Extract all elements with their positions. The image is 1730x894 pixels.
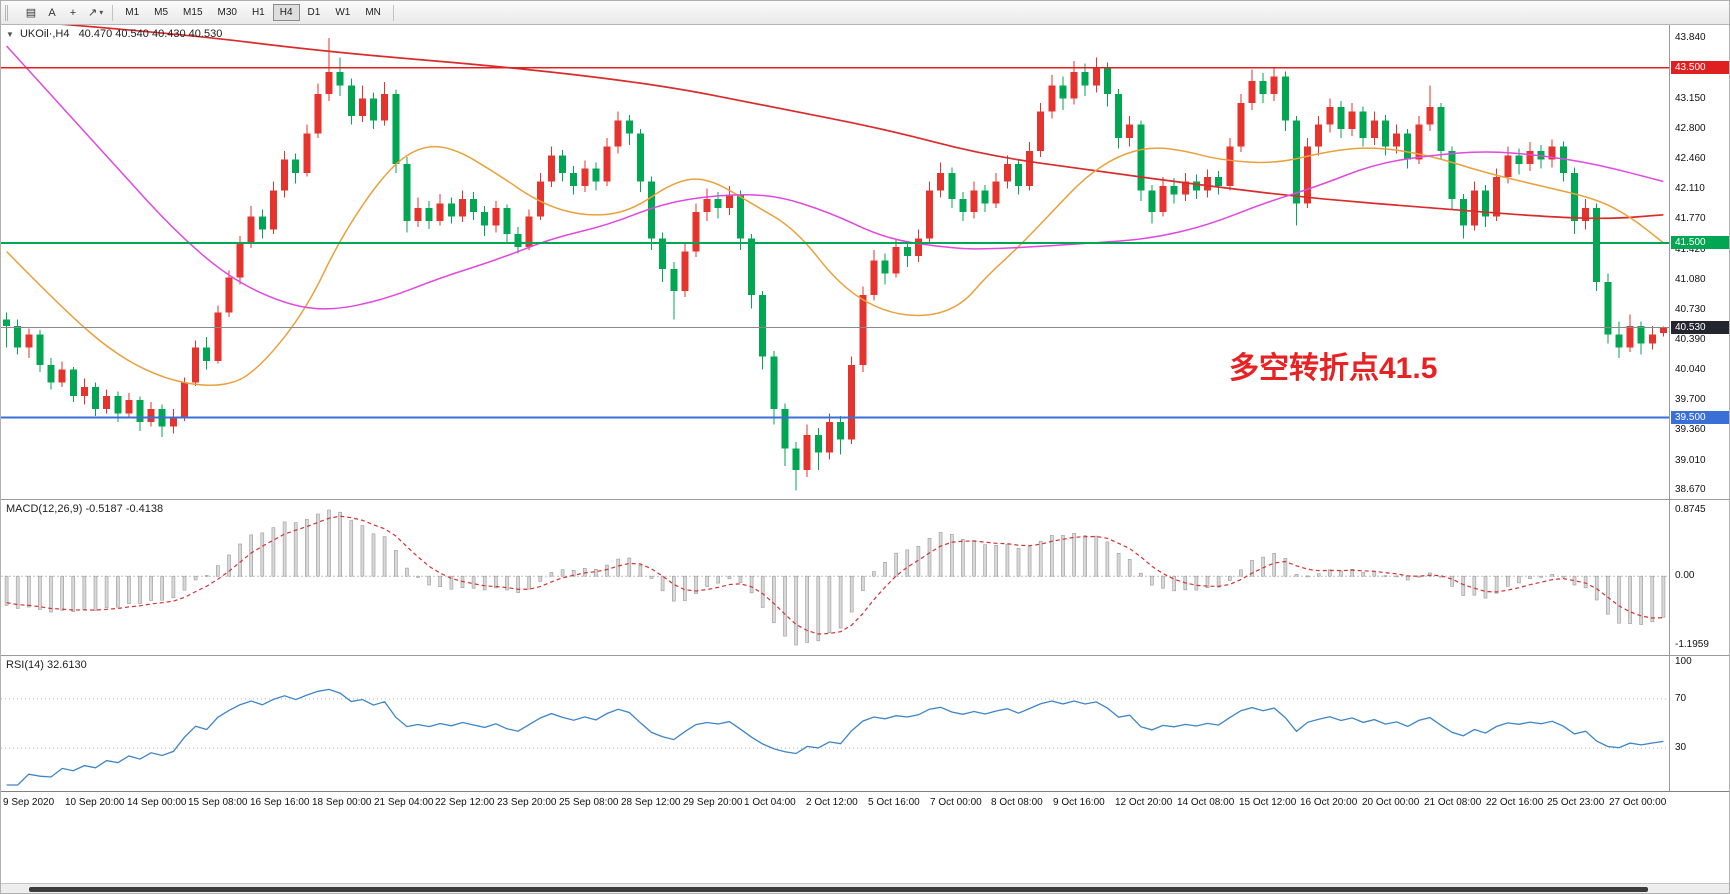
symbol-period-label: UKOil·,H4 [19,28,70,40]
axis-label: 42.110 [1675,183,1705,195]
time-axis-label: 9 Sep 2020 [3,797,55,808]
tf-button-m30[interactable]: M30 [211,4,244,21]
price-badge: 43.500 [1671,60,1729,74]
axis-label: 43.150 [1675,92,1706,104]
time-axis-label: 14 Sep 00:00 [127,797,187,808]
chart-title: ▼ UKOil·,H4 40.470 40.540 40.430 40.530 [6,28,222,40]
axis-label: 41.420 [1675,243,1706,255]
axis-label: 39.700 [1675,394,1706,406]
rsi-canvas[interactable] [1,656,1669,791]
time-axis-label: 16 Sep 16:00 [250,797,310,808]
axis-label: -1.1959 [1675,639,1709,650]
dropdown-caret-icon: ▾ [99,8,104,17]
horizontal-scrollbar[interactable] [1,883,1729,893]
macd-axis[interactable]: 0.8745 0.00 -1.1959 [1669,500,1729,655]
tf-button-d1[interactable]: D1 [301,4,328,21]
time-axis-label: 21 Oct 08:00 [1424,797,1482,808]
time-axis-label: 29 Sep 20:00 [683,797,743,808]
text-annotation[interactable]: 多空转折点41.5 [1229,352,1438,385]
macd-canvas[interactable] [1,500,1669,655]
axis-label: 40.040 [1675,364,1706,376]
axis-label: 0.00 [1675,570,1695,582]
time-axis-label: 10 Sep 20:00 [65,797,125,808]
text-tool-icon[interactable]: A [42,4,62,22]
axis-label: 43.840 [1675,32,1706,44]
macd-label: MACD(12,26,9) -0.5187 -0.4138 [6,503,164,515]
time-axis-label: 25 Sep 08:00 [559,797,619,808]
rsi-axis[interactable]: 100 70 30 [1669,656,1729,791]
axis-label: 42.460 [1675,152,1706,164]
time-axis-label: 1 Oct 04:00 [744,797,796,808]
tf-button-m1[interactable]: M1 [118,4,146,21]
axis-label: 40.730 [1675,304,1706,316]
time-axis-label: 7 Oct 00:00 [930,797,982,808]
axis-label: 100 [1675,656,1692,667]
time-axis-label: 18 Sep 00:00 [312,797,372,808]
axis-label: 0.8745 [1675,504,1706,515]
main-chart-pane: ▼ UKOil·,H4 40.470 40.540 40.430 40.530 … [1,25,1729,499]
toolbar-tools: ▤ A + ↗ ▾ [21,4,107,22]
axis-label: 70 [1675,692,1687,704]
rsi-label: RSI(14) 32.6130 [6,659,87,671]
crosshair-icon[interactable]: + [63,4,83,22]
rsi-pane: RSI(14) 32.6130 100 70 30 [1,655,1729,791]
axis-label: 30 [1675,742,1687,754]
tf-button-w1[interactable]: W1 [328,4,357,21]
axis-label: 39.360 [1675,423,1706,435]
time-axis-label: 22 Sep 12:00 [435,797,495,808]
time-axis-label: 5 Oct 16:00 [868,797,920,808]
tf-button-m15[interactable]: M15 [176,4,209,21]
axis-label: 42.800 [1675,123,1706,135]
tf-button-mn[interactable]: MN [358,4,388,21]
time-axis-label: 12 Oct 20:00 [1115,797,1173,808]
time-axis-label: 14 Oct 08:00 [1177,797,1235,808]
toolbar-grip[interactable] [5,4,16,21]
axis-label: 41.080 [1675,273,1706,285]
time-axis-label: 8 Oct 08:00 [991,797,1043,808]
time-axis-label: 20 Oct 00:00 [1362,797,1420,808]
tf-button-h1[interactable]: H1 [245,4,272,21]
toolbar: ▤ A + ↗ ▾ M1 M5 M15 M30 H1 H4 D1 W1 MN [1,1,1729,25]
time-axis-label: 15 Oct 12:00 [1239,797,1297,808]
drawing-tool-icon[interactable]: ↗ ▾ [84,4,107,22]
toolbar-separator [112,4,114,21]
timeframe-buttons: M1 M5 M15 M30 H1 H4 D1 W1 MN [118,4,388,21]
ohlc-values: 40.470 40.540 40.430 40.530 [78,28,223,40]
axis-label: 39.010 [1675,454,1706,466]
price-badge: 41.500 [1671,235,1729,249]
time-axis-label: 9 Oct 16:00 [1053,797,1105,808]
axis-label: 41.770 [1675,213,1706,225]
scrollbar-thumb[interactable] [28,887,1648,892]
price-badge: 39.500 [1671,410,1729,424]
time-axis-label: 22 Oct 16:00 [1486,797,1544,808]
tf-button-m5[interactable]: M5 [147,4,175,21]
main-chart-canvas[interactable] [1,25,1669,499]
time-axis-label: 2 Oct 12:00 [806,797,858,808]
axis-label: 40.390 [1675,333,1706,345]
time-axis-label: 16 Oct 20:00 [1300,797,1358,808]
axis-label: 38.670 [1675,484,1706,496]
price-axis[interactable]: 43.840 43.150 42.800 42.460 42.110 41.770 41.4… [1669,25,1729,499]
time-axis-label: 15 Sep 08:00 [188,797,248,808]
tf-button-h4[interactable]: H4 [272,4,300,21]
price-badge: 40.530 [1671,320,1729,334]
charts-icon[interactable]: ▤ [21,4,41,22]
time-axis-label: 23 Sep 20:00 [497,797,557,808]
window-filler [1,815,1729,883]
time-axis-label: 27 Oct 00:00 [1609,797,1667,808]
toolbar-separator [392,4,394,21]
time-axis-label: 28 Sep 12:00 [621,797,681,808]
macd-pane: MACD(12,26,9) -0.5187 -0.4138 0.8745 0.00… [1,499,1729,655]
time-axis[interactable]: 9 Sep 2020 10 Sep 20:00 14 Sep 00:00 15 Sep… [1,791,1729,815]
time-axis-label: 25 Oct 23:00 [1547,797,1605,808]
oneclick-toggle-icon[interactable]: ▼ [6,30,14,39]
time-axis-label: 21 Sep 04:00 [374,797,434,808]
